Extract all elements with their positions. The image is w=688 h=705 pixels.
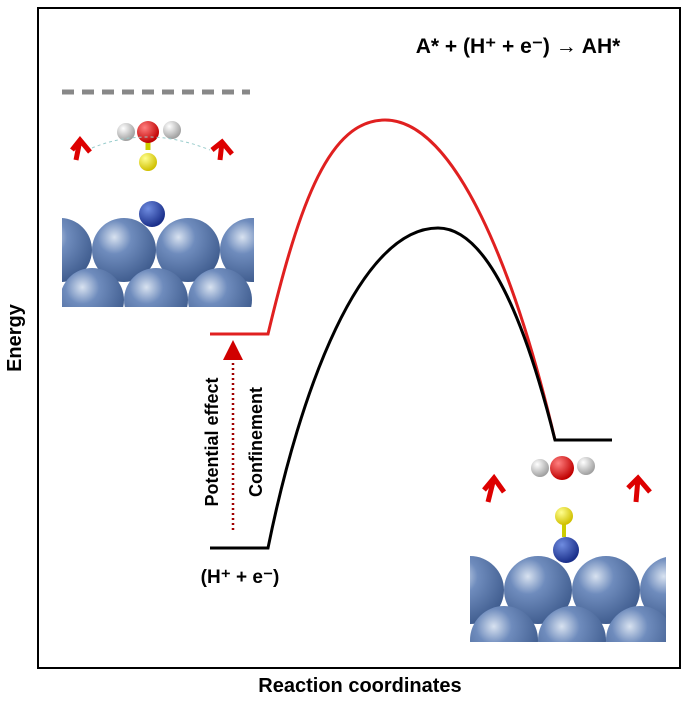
y-axis-label: Energy [4, 303, 26, 372]
left-structure [62, 112, 254, 307]
potential-effect-label: Potential effect [202, 377, 222, 506]
potential-profile [210, 118, 557, 441]
confinement-label: Confinement [246, 387, 266, 497]
x-axis-label: Reaction coordinates [258, 675, 461, 697]
confinement-profile [210, 226, 612, 550]
initial-state-label: (H⁺ + e⁻) [201, 567, 280, 588]
reaction-title: A* + (H⁺ + e⁻) → AH* [416, 35, 621, 58]
frame [37, 7, 681, 669]
right-structure [470, 448, 666, 642]
